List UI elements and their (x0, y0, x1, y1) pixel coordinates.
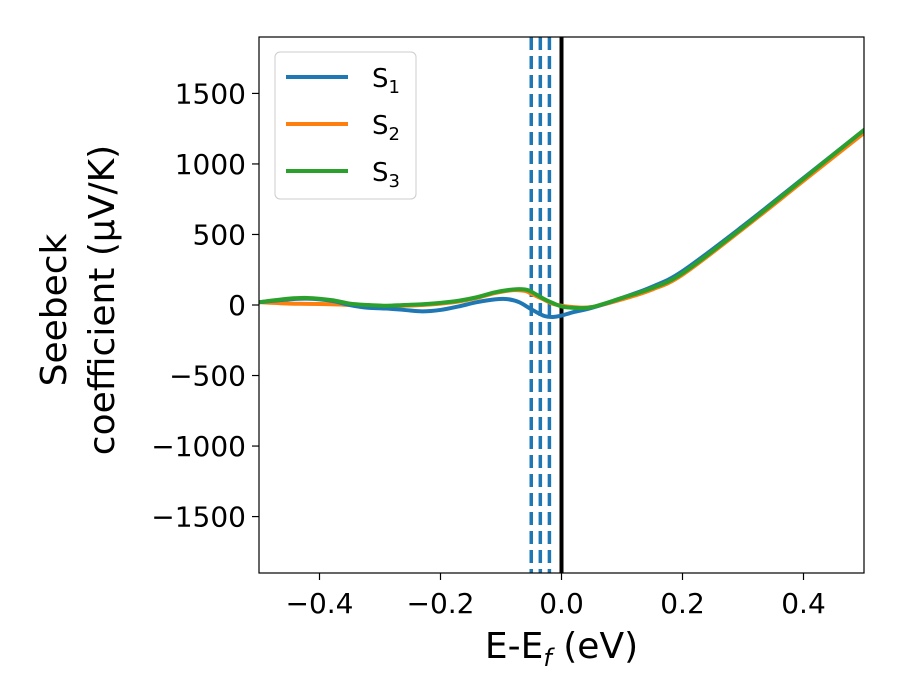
legend-label-main: S (372, 158, 389, 188)
legend-label-subscript: 3 (389, 171, 400, 192)
x-tick-label: 0.0 (539, 587, 584, 620)
x-tick-label: −0.4 (286, 587, 354, 620)
legend-label-subscript: 1 (389, 77, 400, 98)
plot-content (259, 37, 864, 573)
y-tick-label: −1500 (151, 501, 246, 534)
x-tick-label: 0.4 (781, 587, 826, 620)
axis-labels: E-Ef (eV) Seebeck coefficient (μV/K) (34, 145, 638, 672)
legend-label-s3: S3 (372, 158, 400, 192)
x-axis-label-unit: (eV) (552, 626, 638, 667)
x-axis-label-main: E-E (485, 626, 543, 667)
y-tick-label: 1500 (175, 77, 246, 110)
y-tick-label: 500 (193, 218, 246, 251)
series-line-s3 (259, 128, 864, 311)
y-axis-label-line2: coefficient (μV/K) (82, 145, 123, 455)
x-axis-label: E-Ef (eV) (485, 626, 638, 672)
y-tick-label: −1000 (151, 430, 246, 463)
legend-label-s1: S1 (372, 64, 400, 98)
y-tick-label: 0 (228, 289, 246, 322)
axes-layer: −0.4 −0.2 0.0 0.2 0.4 1500 1000 500 0 −500 −1000 −1… (151, 36, 865, 620)
y-tick-label: −500 (169, 360, 246, 393)
y-axis-label: Seebeck coefficient (μV/K) (34, 145, 123, 455)
y-axis-label-line1: Seebeck (34, 233, 75, 386)
legend-label-subscript: 2 (389, 124, 400, 145)
legend-label-main: S (372, 64, 389, 94)
x-tick-label: 0.2 (660, 587, 705, 620)
x-tick-label: −0.2 (407, 587, 475, 620)
y-tick-label: 1000 (175, 148, 246, 181)
legend-label-main: S (372, 111, 389, 141)
legend-label-s2: S2 (372, 111, 400, 145)
